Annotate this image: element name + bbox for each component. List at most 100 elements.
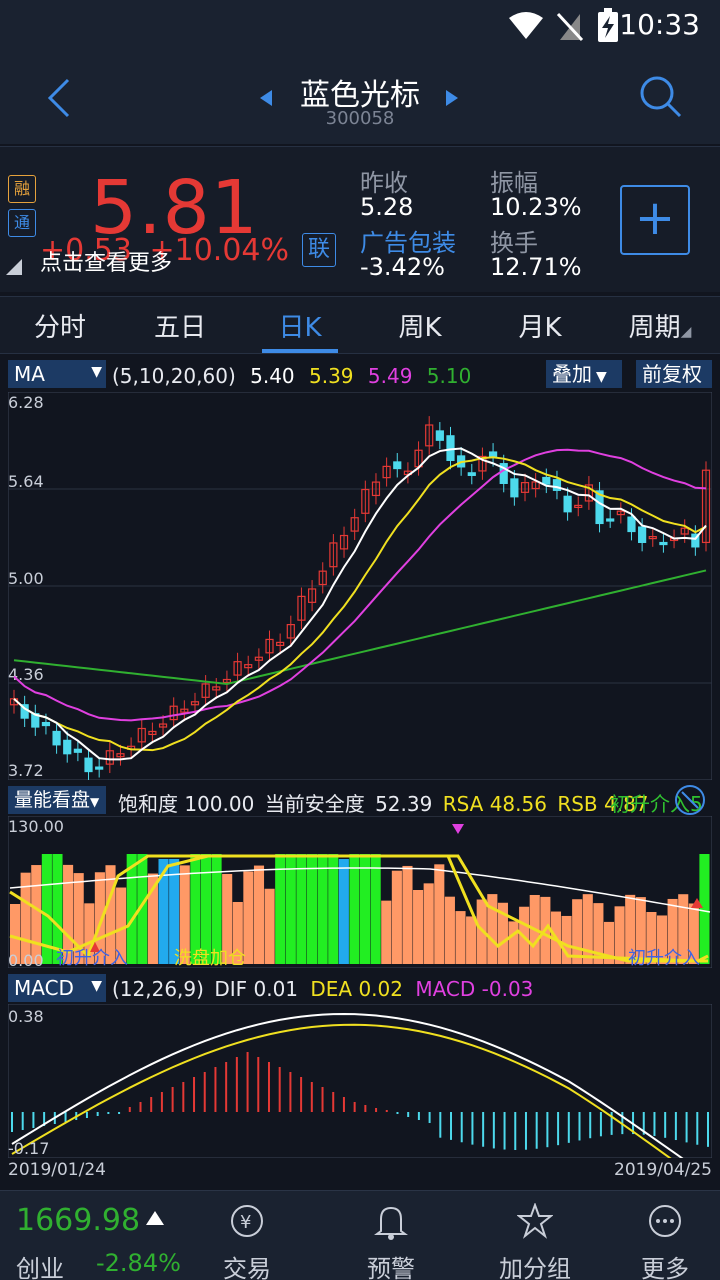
volume-select[interactable]: 量能看盘▼: [8, 786, 106, 814]
sector-link[interactable]: 广告包装: [360, 229, 456, 257]
volume-bar: [84, 903, 95, 964]
nav-alert[interactable]: 预警: [336, 1191, 446, 1280]
amplitude-value: 10.23%: [490, 193, 582, 221]
candle-body: [265, 638, 274, 654]
volume-white-line: [9, 867, 711, 913]
volume-legend: 量能看盘▼ 饱和度 100.00 当前安全度 52.39 RSA 48.56 R…: [0, 784, 720, 816]
entry-arrow-icon: [691, 898, 703, 908]
trade-icon: ¥: [231, 1205, 263, 1237]
volume-bar: [41, 854, 52, 964]
tab-five-day[interactable]: 五日: [153, 313, 206, 343]
candle-body: [595, 490, 604, 525]
rsa-label: RSA: [442, 792, 484, 816]
y-tick-2: 5.00: [8, 569, 44, 588]
volume-bar: [253, 865, 265, 964]
expand-icon[interactable]: [674, 784, 706, 816]
search-icon[interactable]: [638, 74, 682, 118]
nav-add-group[interactable]: 加分组: [480, 1191, 590, 1280]
volume-bar: [656, 915, 668, 964]
index-name: 创业: [16, 1255, 64, 1280]
macd-chart[interactable]: 0.38 -0.17: [8, 1004, 712, 1158]
entry-marker-left: 初升介入: [56, 948, 128, 968]
volume-bar: [328, 854, 339, 964]
candle-body: [63, 739, 72, 755]
tab-intraday[interactable]: 分时: [33, 313, 86, 343]
back-icon[interactable]: [44, 78, 74, 118]
volume-bar: [455, 911, 466, 964]
ma20-line: [13, 448, 707, 722]
index-change: -2.84%: [96, 1249, 181, 1277]
active-tab-indicator: [262, 349, 338, 353]
candle-body: [52, 730, 61, 746]
volume-bar: [434, 864, 445, 964]
view-more-link[interactable]: 点击查看更多: [40, 251, 173, 276]
candle-body: [137, 727, 146, 743]
prev-stock-icon[interactable]: [258, 88, 274, 108]
ma5-value: 5.40: [250, 364, 295, 388]
volume-bar: [137, 854, 148, 964]
dropdown-icon: ◢: [680, 324, 692, 340]
volume-bar: [381, 900, 392, 964]
rsb-label: RSB: [557, 792, 598, 816]
volume-bar: [63, 864, 74, 964]
nav-trade[interactable]: ¥ 交易: [192, 1191, 302, 1280]
safety-label: 当前安全度: [264, 792, 365, 816]
macd-value: -0.03: [481, 977, 534, 1001]
saturation-label: 饱和度: [118, 792, 178, 816]
volume-bar: [466, 916, 477, 964]
candle-body: [371, 481, 381, 497]
volume-bar: [349, 854, 360, 964]
volume-bar: [285, 854, 296, 964]
candle-body: [552, 479, 562, 491]
macd-frame: [8, 1004, 712, 1158]
candle-body: [148, 730, 157, 736]
stock-name: 蓝色光标: [300, 78, 420, 113]
macd-params: (12,26,9): [112, 977, 204, 1001]
corner-triangle-icon: [6, 259, 22, 275]
candle-body: [339, 534, 349, 550]
dea-line: [11, 1023, 672, 1158]
bottom-bar: 1669.98 创业 -2.84% ¥ 交易 预警 加分组 更多: [0, 1190, 720, 1280]
tab-daily-k[interactable]: 日K: [278, 313, 322, 343]
ma-select[interactable]: MA ▼: [8, 360, 106, 388]
candle-body: [478, 455, 487, 472]
tab-weekly-k[interactable]: 周K: [398, 313, 442, 343]
volume-bar: [296, 854, 307, 964]
tab-period-label: 周期: [628, 313, 681, 343]
volume-bar: [116, 887, 127, 964]
change-percent: +10.04%: [149, 233, 290, 268]
price-change: +0.53 +10.04%: [40, 233, 289, 268]
volume-bar: [360, 854, 371, 964]
next-stock-icon[interactable]: [444, 88, 460, 108]
volume-bar: [317, 854, 328, 964]
ma20-value: 5.49: [367, 364, 413, 388]
volume-bar: [402, 865, 413, 964]
date-end: 2019/04/25: [614, 1160, 712, 1180]
volume-bar: [561, 915, 572, 964]
macd-select-label: MACD: [14, 976, 74, 1000]
ma60-value: 5.10: [426, 364, 472, 388]
bell-icon: [374, 1206, 408, 1240]
adjust-button[interactable]: 前复权: [636, 360, 712, 388]
volume-chart[interactable]: 130.00 0.00 初升介入 洗盘加仓 初升介入: [8, 816, 712, 968]
kline-chart[interactable]: 6.28 5.64 5.00 4.36 3.72: [8, 392, 712, 780]
overlay-select[interactable]: 叠加 ▼: [546, 360, 622, 388]
chevron-down-icon: ▼: [91, 978, 102, 994]
add-watchlist-button[interactable]: +: [620, 185, 690, 255]
quote-panel[interactable]: 融 通 5.81 +0.53 +10.04% 点击查看更多 联 昨收 5.28 …: [0, 146, 720, 292]
ma10-value: 5.39: [309, 364, 354, 388]
tab-period[interactable]: 周期◢: [600, 307, 720, 344]
volume-bar: [413, 890, 424, 964]
nav-more[interactable]: 更多: [610, 1191, 720, 1280]
macd-select[interactable]: MACD ▼: [8, 974, 106, 1002]
volume-bar: [243, 871, 254, 964]
related-button[interactable]: 联: [302, 233, 336, 267]
wifi-icon: [509, 12, 543, 39]
rsb-line: [9, 854, 708, 963]
dea-label: DEA: [310, 977, 353, 1001]
ma60-line: [13, 569, 707, 685]
ma10-line: [13, 456, 707, 752]
tab-monthly-k[interactable]: 月K: [518, 313, 562, 343]
candle-body: [361, 488, 370, 514]
index-value[interactable]: 1669.98: [16, 1203, 141, 1238]
